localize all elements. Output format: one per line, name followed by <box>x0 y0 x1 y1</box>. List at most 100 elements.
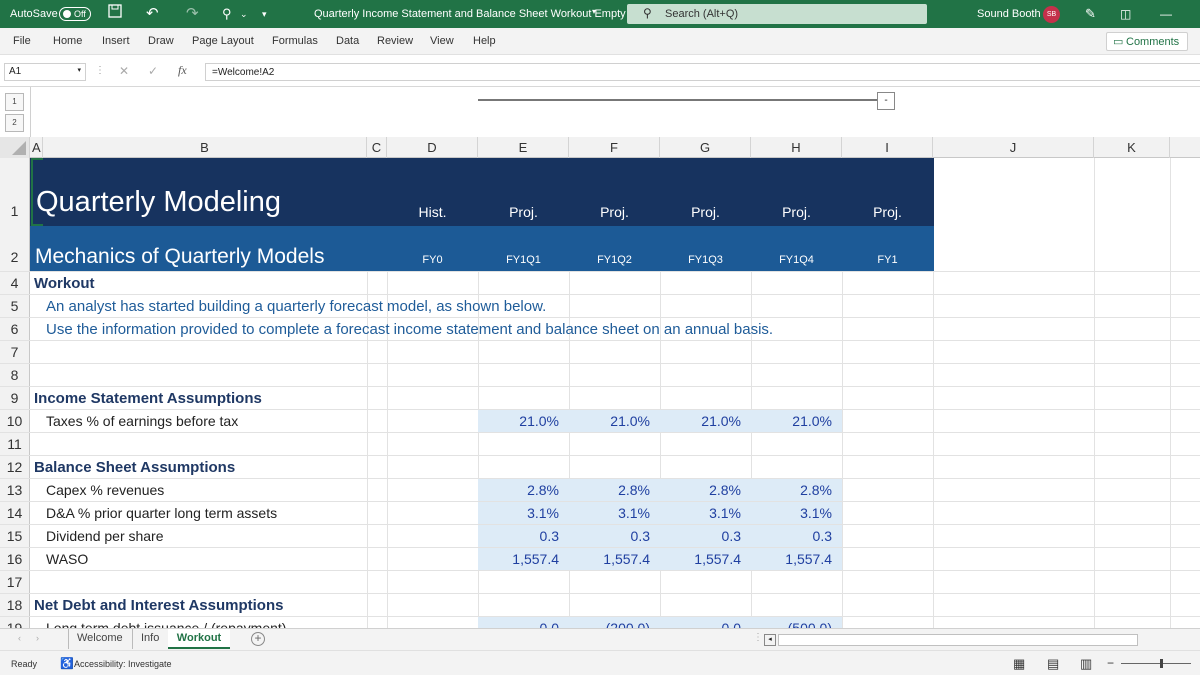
column-header-f[interactable]: F <box>569 137 660 158</box>
more-options-icon[interactable]: ⋮ <box>95 65 105 76</box>
tab-draw[interactable]: Draw <box>148 35 174 47</box>
page-title[interactable]: Quarterly Modeling <box>36 186 281 218</box>
input-cell[interactable]: 21.0% <box>569 410 660 432</box>
normal-view-icon[interactable]: ▦ <box>1013 656 1026 671</box>
period-hist[interactable]: Hist. <box>418 204 447 220</box>
insert-function-icon[interactable]: fx <box>178 63 187 77</box>
fiscal-period[interactable]: FY0 <box>422 254 443 266</box>
input-cell[interactable]: 2.8% <box>751 479 842 501</box>
column-header-a[interactable]: A <box>30 137 43 158</box>
autosave-toggle[interactable]: Off <box>59 7 91 21</box>
enter-icon[interactable]: ✓ <box>148 64 159 78</box>
instruction-text[interactable]: Use the information provided to complete… <box>46 321 774 338</box>
section-heading[interactable]: Workout <box>34 275 95 292</box>
avatar[interactable]: SB <box>1043 6 1060 23</box>
fiscal-period[interactable]: FY1Q4 <box>779 254 814 266</box>
row-header[interactable]: 5 <box>0 295 30 317</box>
scroll-left-button[interactable]: ◂ <box>764 634 776 646</box>
row-header[interactable]: 12 <box>0 456 30 478</box>
splitter-handle-icon[interactable]: ⋮ <box>753 632 763 643</box>
name-box[interactable]: A1 ▾ <box>4 63 86 81</box>
row-header[interactable]: 10 <box>0 410 30 432</box>
row-label[interactable]: Dividend per share <box>46 528 164 544</box>
input-cell[interactable]: 0.0 <box>478 617 569 628</box>
row-header[interactable]: 9 <box>0 387 30 409</box>
fiscal-period[interactable]: FY1 <box>877 254 898 266</box>
horizontal-scrollbar[interactable] <box>778 634 1138 646</box>
user-name[interactable]: Sound Booth <box>977 8 1041 20</box>
input-cell[interactable]: (200.0) <box>569 617 660 628</box>
input-cell[interactable]: (500.0) <box>751 617 842 628</box>
ribbon-display-icon[interactable]: ◫ <box>1120 7 1132 21</box>
touch-mode-icon[interactable]: ⚲ <box>222 6 232 21</box>
zoom-slider[interactable] <box>1121 663 1191 664</box>
fiscal-period[interactable]: FY1Q3 <box>688 254 723 266</box>
sheet-tab-info[interactable]: Info <box>132 629 167 649</box>
section-heading[interactable]: Income Statement Assumptions <box>34 390 262 407</box>
column-header-e[interactable]: E <box>478 137 569 158</box>
pen-icon[interactable]: ✎ <box>1085 6 1096 21</box>
input-cell[interactable]: 3.1% <box>660 502 751 524</box>
period-proj[interactable]: Proj. <box>509 204 538 220</box>
row-header[interactable]: 8 <box>0 364 30 386</box>
section-heading[interactable]: Net Debt and Interest Assumptions <box>34 597 284 614</box>
input-cell[interactable]: 3.1% <box>751 502 842 524</box>
input-cell[interactable]: 0.3 <box>569 525 660 547</box>
row-header[interactable]: 13 <box>0 479 30 501</box>
column-header-c[interactable]: C <box>367 137 387 158</box>
sheet-tab-workout[interactable]: Workout <box>168 629 230 649</box>
column-header-i[interactable]: I <box>842 137 933 158</box>
select-all-button[interactable] <box>0 137 30 158</box>
column-header-k[interactable]: K <box>1094 137 1170 158</box>
tab-help[interactable]: Help <box>473 35 496 47</box>
column-header-b[interactable]: B <box>43 137 367 158</box>
outline-collapse-button[interactable]: - <box>877 92 895 110</box>
period-proj[interactable]: Proj. <box>691 204 720 220</box>
outline-level-2-button[interactable]: 2 <box>5 114 24 132</box>
sheet-tab-welcome[interactable]: Welcome <box>68 629 131 649</box>
input-cell[interactable]: 21.0% <box>478 410 569 432</box>
scroll-left-icon[interactable]: ‹ <box>18 633 21 643</box>
section-heading[interactable]: Balance Sheet Assumptions <box>34 459 236 476</box>
minimize-icon[interactable]: — <box>1160 7 1172 21</box>
zoom-slider-thumb[interactable] <box>1160 659 1163 668</box>
row-header[interactable]: 4 <box>0 272 30 294</box>
tab-insert[interactable]: Insert <box>102 35 130 47</box>
page-break-view-icon[interactable]: ▥ <box>1080 656 1093 671</box>
input-cell[interactable]: 2.8% <box>660 479 751 501</box>
row-header[interactable]: 2 <box>0 226 30 271</box>
zoom-out-icon[interactable]: − <box>1107 656 1115 670</box>
column-header-j[interactable]: J <box>933 137 1094 158</box>
row-header[interactable]: 14 <box>0 502 30 524</box>
input-cell[interactable]: 1,557.4 <box>660 548 751 570</box>
tab-file[interactable]: File <box>13 35 31 47</box>
column-header-g[interactable]: G <box>660 137 751 158</box>
document-title[interactable]: Quarterly Income Statement and Balance S… <box>314 8 626 20</box>
row-header[interactable]: 19 <box>0 617 30 628</box>
row-label[interactable]: Taxes % of earnings before tax <box>46 413 239 429</box>
undo-icon[interactable]: ↶ <box>146 5 159 22</box>
row-header[interactable]: 15 <box>0 525 30 547</box>
customize-qat-icon[interactable]: ▾ <box>262 9 267 19</box>
touch-dropdown-icon[interactable]: ⌄ <box>240 9 248 19</box>
accessibility-icon[interactable]: ♿ <box>60 658 74 670</box>
row-header[interactable]: 11 <box>0 433 30 455</box>
input-cell[interactable]: 1,557.4 <box>478 548 569 570</box>
tab-view[interactable]: View <box>430 35 454 47</box>
input-cell[interactable]: 0.3 <box>478 525 569 547</box>
accessibility-status[interactable]: Accessibility: Investigate <box>74 659 172 669</box>
period-proj[interactable]: Proj. <box>873 204 902 220</box>
row-header[interactable]: 17 <box>0 571 30 593</box>
input-cell[interactable]: 21.0% <box>751 410 842 432</box>
row-header[interactable]: 6 <box>0 318 30 340</box>
scroll-right-icon[interactable]: › <box>36 633 39 643</box>
fiscal-period[interactable]: FY1Q2 <box>597 254 632 266</box>
tab-data[interactable]: Data <box>336 35 360 47</box>
input-cell[interactable]: 3.1% <box>478 502 569 524</box>
input-cell[interactable]: 2.8% <box>478 479 569 501</box>
input-cell[interactable]: 21.0% <box>660 410 751 432</box>
input-cell[interactable]: 1,557.4 <box>751 548 842 570</box>
row-label[interactable]: Long term debt issuance / (repayment) <box>46 620 287 628</box>
input-cell[interactable]: 1,557.4 <box>569 548 660 570</box>
formula-input[interactable]: =Welcome!A2 <box>205 63 1200 81</box>
